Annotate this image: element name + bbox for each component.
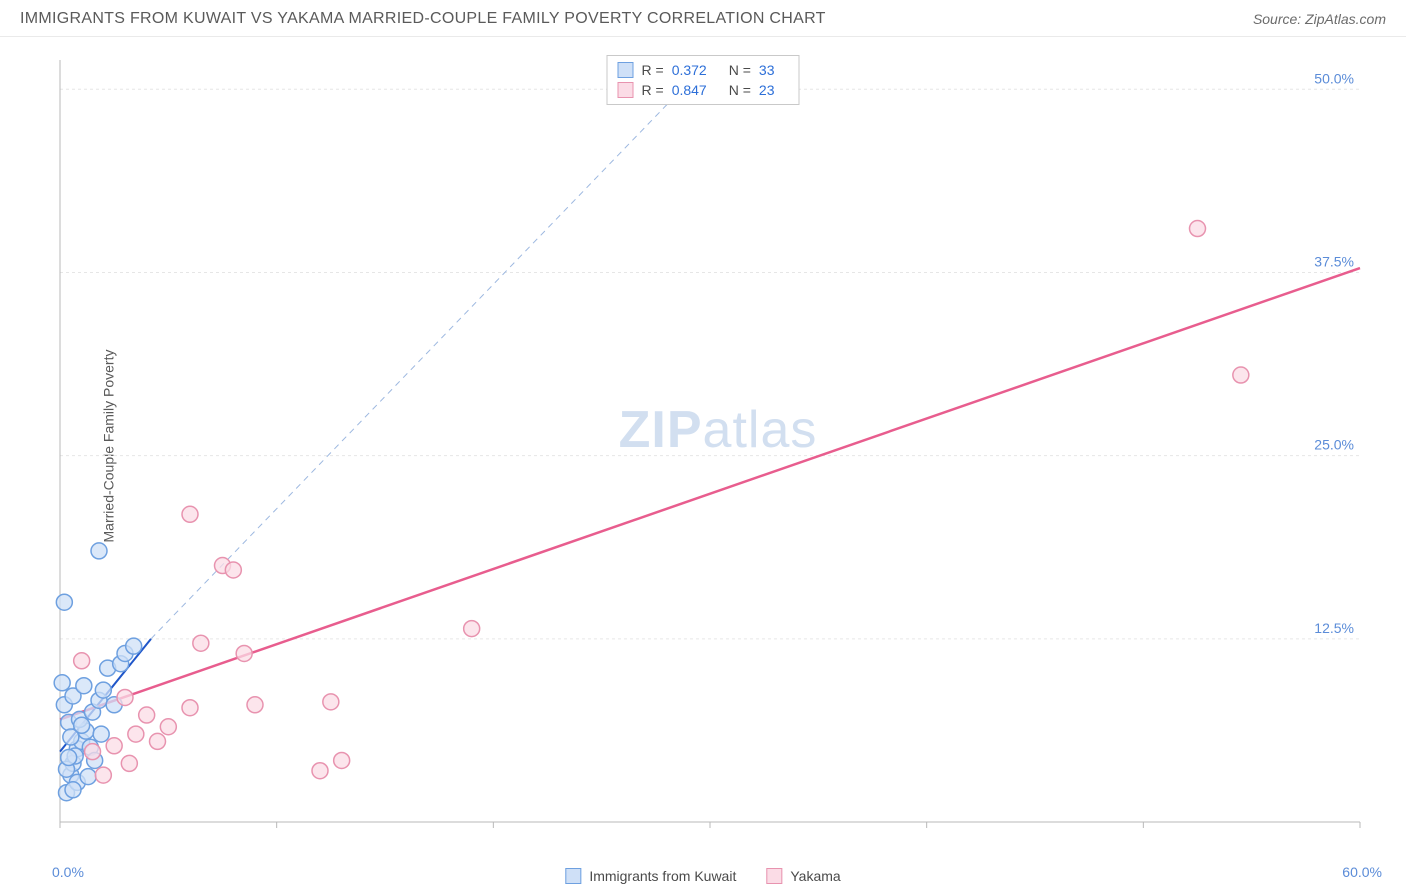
series-legend: Immigrants from Kuwait Yakama <box>565 868 840 884</box>
chart-plot-area: 12.5%25.0%37.5%50.0% ZIPatlas <box>50 50 1386 842</box>
legend-item-yakama: Yakama <box>766 868 840 884</box>
x-axis-max-label: 60.0% <box>1342 864 1382 880</box>
chart-header: IMMIGRANTS FROM KUWAIT VS YAKAMA MARRIED… <box>0 0 1406 37</box>
svg-text:12.5%: 12.5% <box>1314 620 1354 636</box>
legend-swatch-kuwait <box>565 868 581 884</box>
svg-text:37.5%: 37.5% <box>1314 253 1354 269</box>
svg-text:25.0%: 25.0% <box>1314 437 1354 453</box>
scatter-chart-svg: 12.5% 25.0% 37.5% 50.0% <box>50 50 1386 842</box>
swatch-yakama <box>618 82 634 98</box>
swatch-kuwait <box>618 62 634 78</box>
chart-title: IMMIGRANTS FROM KUWAIT VS YAKAMA MARRIED… <box>20 10 826 28</box>
source-attribution: Source: ZipAtlas.com <box>1253 11 1386 27</box>
legend-swatch-yakama <box>766 868 782 884</box>
legend-item-kuwait: Immigrants from Kuwait <box>565 868 736 884</box>
x-axis-origin-label: 0.0% <box>52 864 84 880</box>
correlation-legend: R = 0.372 N = 33 R = 0.847 N = 23 <box>607 55 800 105</box>
legend-row-yakama: R = 0.847 N = 23 <box>618 80 789 100</box>
legend-row-kuwait: R = 0.372 N = 33 <box>618 60 789 80</box>
svg-text:50.0%: 50.0% <box>1314 70 1354 86</box>
